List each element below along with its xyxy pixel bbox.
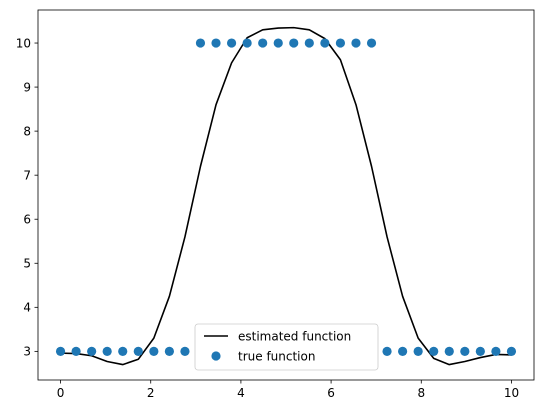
data-point	[211, 38, 221, 48]
data-point	[491, 346, 501, 356]
x-tick-label: 10	[504, 386, 519, 400]
y-tick-label: 9	[23, 80, 31, 94]
data-point	[475, 346, 485, 356]
axes-frame	[37, 9, 535, 381]
x-tick-label: 0	[57, 386, 65, 400]
series-layer	[55, 26, 517, 366]
legend-label: true function	[238, 349, 315, 363]
data-point	[413, 346, 423, 356]
legend-label: estimated function	[238, 329, 351, 343]
data-point	[429, 346, 439, 356]
data-point	[102, 346, 112, 356]
data-point	[398, 346, 408, 356]
data-point	[226, 38, 237, 48]
data-point	[118, 346, 128, 356]
data-point	[87, 346, 97, 356]
data-point	[164, 346, 174, 356]
legend-marker-swatch	[211, 351, 221, 361]
data-point	[366, 38, 377, 48]
data-point	[55, 346, 66, 356]
data-point	[133, 346, 143, 356]
data-point	[320, 38, 330, 48]
y-tick-label: 4	[23, 301, 31, 315]
data-point	[460, 346, 470, 356]
y-tick-label: 10	[16, 36, 31, 50]
x-tick-label: 2	[147, 386, 155, 400]
y-tick-label: 5	[23, 257, 31, 271]
legend: estimated function true function	[194, 323, 379, 371]
data-point	[289, 38, 299, 48]
data-point	[195, 38, 206, 48]
x-tick-label: 6	[327, 386, 335, 400]
y-tick-label: 6	[23, 213, 31, 227]
y-tick-label: 7	[23, 168, 31, 182]
x-tick-label: 8	[417, 386, 425, 400]
series-line-estimated-function	[60, 26, 512, 366]
data-point	[444, 346, 454, 356]
data-point	[351, 38, 361, 48]
data-point	[506, 346, 517, 356]
legend-box	[194, 323, 379, 371]
data-point	[335, 38, 346, 48]
x-tick-label: 4	[237, 386, 245, 400]
y-tick-label: 8	[23, 124, 31, 138]
data-point	[382, 346, 392, 356]
y-tick-label: 3	[23, 345, 31, 359]
data-point	[304, 38, 314, 48]
data-point	[180, 346, 190, 356]
plot-area	[38, 10, 534, 380]
data-point	[242, 38, 252, 48]
data-point	[273, 38, 283, 48]
data-point	[71, 346, 81, 356]
data-point	[258, 38, 268, 48]
axes-layer: 0 2 4 6 8 10 3 4 5 6 7 8 9 10	[16, 9, 535, 400]
data-point	[149, 346, 159, 356]
